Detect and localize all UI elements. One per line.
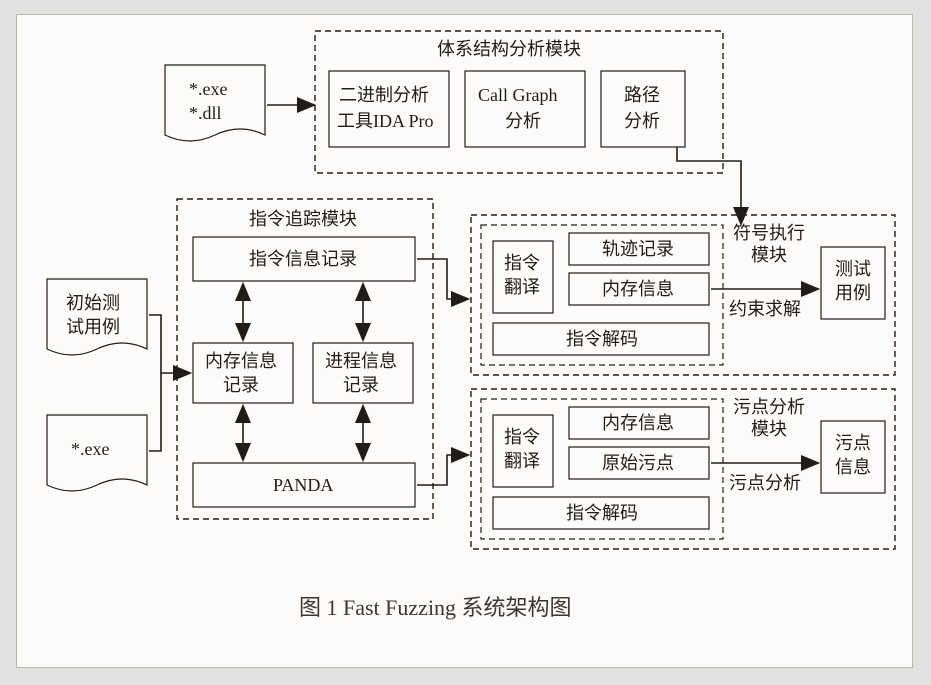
input-file-exedll-l2: *.dll — [189, 103, 222, 123]
arch-module: 体系结构分析模块 二进制分析 工具IDA Pro Call Graph 分析 路… — [315, 31, 723, 173]
symexec-b3-label: 指令解码 — [566, 329, 638, 349]
symexec-out-l2: 用例 — [835, 283, 871, 303]
input-file-exe-l1: *.exe — [71, 439, 109, 459]
symexec-title-l2: 模块 — [751, 245, 787, 265]
input-file-exe: *.exe — [47, 415, 147, 491]
trace-bottom-label: PANDA — [273, 475, 333, 495]
taint-trans-l2: 翻译 — [504, 451, 540, 471]
arch-box-path — [601, 71, 685, 147]
symexec-trans-l1: 指令 — [504, 253, 540, 273]
trace-left-l2: 记录 — [223, 375, 259, 395]
taint-module: 污点分析 模块 指令 翻译 内存信息 原始污点 指令解码 污点分析 污点 信息 — [471, 389, 895, 549]
taint-title-l1: 污点分析 — [733, 397, 805, 417]
trace-module-title: 指令追踪模块 — [249, 209, 357, 229]
symexec-b2-label: 内存信息 — [602, 279, 674, 299]
arrow-arch-to-symexec — [677, 147, 741, 223]
symexec-trans-l2: 翻译 — [504, 277, 540, 297]
input-file-testcase-l2: 试用例 — [66, 317, 120, 337]
arch-box-ida — [329, 71, 449, 147]
arch-box-ida-l1: 二进制分析 — [339, 85, 429, 105]
taint-trans-l1: 指令 — [504, 427, 540, 447]
figure-caption: 图 1 Fast Fuzzing 系统架构图 — [299, 595, 572, 620]
symexec-out-l1: 测试 — [835, 259, 871, 279]
taint-b1-label: 内存信息 — [602, 413, 674, 433]
arrow-trace-to-taint — [417, 455, 467, 485]
arch-box-ida-l2: 工具IDA Pro — [337, 111, 434, 131]
symexec-b1-label: 轨迹记录 — [602, 239, 674, 259]
trace-right-l2: 记录 — [343, 375, 379, 395]
taint-title-l2: 模块 — [751, 419, 787, 439]
arrow-exe-to-trace — [149, 373, 161, 451]
taint-b3-label: 指令解码 — [566, 503, 638, 523]
taint-out-l1: 污点 — [835, 433, 871, 453]
input-file-exedll: *.exe *.dll — [165, 65, 265, 141]
arch-module-title: 体系结构分析模块 — [437, 39, 581, 59]
trace-module: 指令追踪模块 指令信息记录 内存信息 记录 进程信息 记录 PANDA — [177, 199, 433, 519]
arrow-testcase-to-trace — [149, 315, 189, 373]
arch-box-path-l2: 分析 — [624, 111, 660, 131]
input-file-exedll-l1: *.exe — [189, 79, 227, 99]
input-file-testcase-l1: 初始测 — [66, 293, 120, 313]
trace-right-l1: 进程信息 — [325, 351, 397, 371]
arch-box-callgraph-l2: 分析 — [505, 111, 541, 131]
arch-box-callgraph — [465, 71, 585, 147]
trace-left-l1: 内存信息 — [205, 351, 277, 371]
symexec-solve-label: 约束求解 — [729, 299, 801, 319]
symexec-module: 符号执行 模块 指令 翻译 轨迹记录 内存信息 指令解码 约束求解 测试 用例 — [471, 215, 895, 375]
arrow-trace-to-symexec — [417, 259, 467, 299]
input-file-testcase: 初始测 试用例 — [47, 279, 147, 355]
taint-analyze-label: 污点分析 — [729, 473, 801, 493]
trace-top-label: 指令信息记录 — [249, 249, 357, 269]
arch-box-callgraph-l1: Call Graph — [478, 85, 557, 105]
taint-out-l2: 信息 — [835, 457, 871, 477]
arch-box-path-l1: 路径 — [624, 85, 660, 105]
taint-b2-label: 原始污点 — [602, 453, 674, 473]
symexec-title-l1: 符号执行 — [733, 223, 805, 243]
